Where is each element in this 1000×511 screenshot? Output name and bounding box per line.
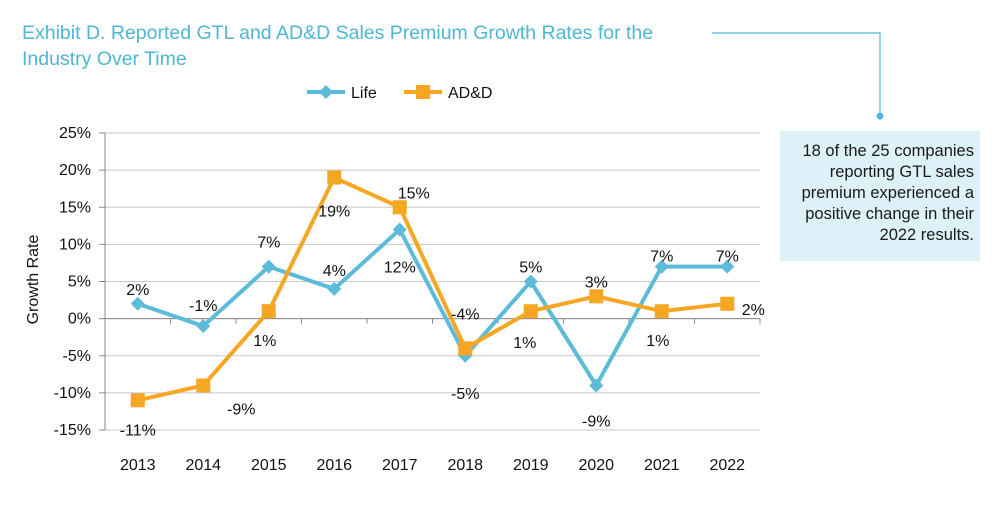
x-tick-label: 2019 <box>513 457 549 474</box>
add-point <box>720 296 735 311</box>
add-data-label: 1% <box>646 333 669 350</box>
add-data-label: 2% <box>742 302 765 319</box>
life-point <box>720 259 735 274</box>
add-point <box>654 304 669 319</box>
y-tick-label: 0% <box>68 311 91 328</box>
legend-add-marker <box>416 85 430 99</box>
legend-life-marker <box>319 85 333 99</box>
life-data-label: 7% <box>650 249 673 266</box>
y-tick-label: 10% <box>59 236 91 253</box>
x-tick-label: 2017 <box>382 457 418 474</box>
x-tick-label: 2013 <box>120 457 156 474</box>
y-tick-label: -5% <box>63 348 91 365</box>
add-point <box>130 393 145 408</box>
add-data-label: 1% <box>513 335 536 352</box>
callout-leader-line <box>712 32 881 115</box>
x-tick-label: 2021 <box>644 457 680 474</box>
x-tick-label: 2014 <box>185 457 221 474</box>
life-point <box>261 259 276 274</box>
add-point <box>392 200 407 215</box>
add-data-label: 1% <box>253 333 276 350</box>
life-point <box>654 259 669 274</box>
add-data-label: 19% <box>318 204 350 221</box>
life-data-label: -5% <box>451 386 479 403</box>
legend-life-label: Life <box>351 85 377 102</box>
add-point <box>523 304 538 319</box>
add-data-label: -9% <box>227 401 255 418</box>
life-data-label: -9% <box>582 413 610 430</box>
life-point <box>392 222 407 237</box>
life-data-label: 5% <box>519 260 542 277</box>
life-point <box>589 378 604 393</box>
x-tick-label: 2015 <box>251 457 287 474</box>
y-tick-label: -10% <box>54 385 91 402</box>
chart-title: Exhibit D. Reported GTL and AD&D Sales P… <box>22 22 654 70</box>
life-point <box>327 281 342 296</box>
y-tick-label: -15% <box>54 422 91 439</box>
life-data-label: 7% <box>716 249 739 266</box>
add-point <box>589 289 604 304</box>
legend-add-label: AD&D <box>448 85 492 102</box>
y-tick-label: 5% <box>68 274 91 291</box>
life-data-label: 4% <box>323 263 346 280</box>
life-data-label: 12% <box>384 260 416 277</box>
x-tick-label: 2022 <box>709 457 745 474</box>
life-data-label: 7% <box>257 235 280 252</box>
y-tick-label: 15% <box>59 199 91 216</box>
add-point <box>327 170 342 185</box>
y-tick-label: 20% <box>59 162 91 179</box>
add-point <box>458 341 473 356</box>
add-data-label: 15% <box>398 185 430 202</box>
add-data-label: 3% <box>585 274 608 291</box>
add-point <box>261 304 276 319</box>
x-tick-label: 2020 <box>578 457 614 474</box>
x-tick-label: 2018 <box>447 457 483 474</box>
life-data-label: 2% <box>126 282 149 299</box>
series-line-add <box>137 175 728 403</box>
life-point <box>130 296 145 311</box>
add-data-label: -4% <box>451 306 479 323</box>
y-axis-label: Growth Rate <box>25 234 42 324</box>
add-point <box>196 378 211 393</box>
life-point <box>196 319 211 334</box>
callout-box: 18 of the 25 companies reporting GTL sal… <box>780 131 980 261</box>
add-data-label: -11% <box>120 422 156 439</box>
callout-leader-dot <box>876 112 884 120</box>
life-data-label: -1% <box>189 298 217 315</box>
life-point <box>523 274 538 289</box>
y-tick-label: 25% <box>59 125 91 142</box>
series-line-life <box>137 227 728 388</box>
x-tick-label: 2016 <box>316 457 352 474</box>
